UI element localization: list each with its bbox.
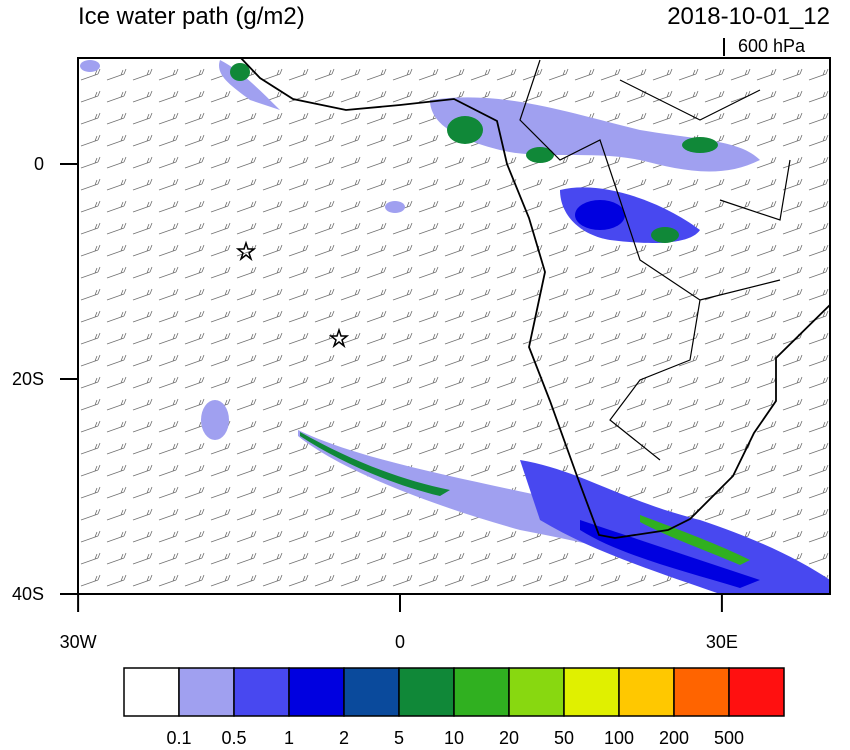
colorbar-label: 10 [444,728,464,748]
title: Ice water path (g/m2) [78,3,305,30]
y-tick-label: 20S [12,369,44,389]
colorbar-box [398,667,455,717]
date: 2018-10-01_12 [667,3,830,30]
colorbar-label: 20 [499,728,519,748]
map-frame [77,57,831,595]
colorbar-label: 50 [554,728,574,748]
x-tick-label: 30W [60,632,97,652]
marker-star [328,327,350,349]
colorbar-label: 0.5 [221,728,246,748]
colorbar-label: 200 [659,728,689,748]
coastline [239,58,830,539]
colorbar-box [563,667,620,717]
colorbar-box [618,667,675,717]
colorbar-label: 500 [714,728,744,748]
colorbar-box [728,667,785,717]
colorbar-box [288,667,345,717]
colorbar-box [123,667,180,717]
colorbar-label: 0.1 [166,728,191,748]
colorbar-box [343,667,400,717]
x-tick-label: 0 [395,632,405,652]
colorbar-label: 100 [604,728,634,748]
level: 600 hPa [738,36,806,56]
y-tick-label: 40S [12,584,44,604]
axes: 0 20S 40S 30W 0 30E [12,154,738,652]
marker-star [235,240,257,262]
colorbar-box [178,667,235,717]
colorbar-label: 1 [284,728,294,748]
map-area [78,58,830,594]
borders [519,59,791,461]
colorbar: 0.1 0.5 1 2 5 10 20 50 100 200 500 [123,667,785,748]
colorbar-box [233,667,290,717]
y-tick-label: 0 [34,154,44,174]
colorbar-label: 2 [339,728,349,748]
colorbar-label: 5 [394,728,404,748]
colorbar-box [508,667,565,717]
x-tick-label: 30E [706,632,738,652]
colorbar-box [673,667,730,717]
colorbar-box [453,667,510,717]
